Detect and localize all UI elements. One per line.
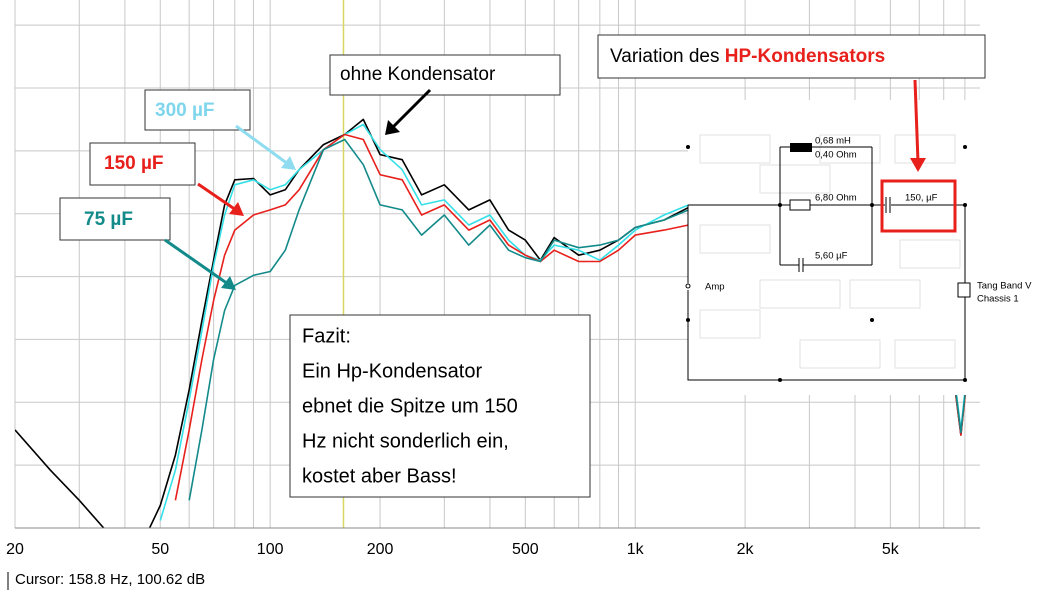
- x-tick-label: 100: [257, 541, 284, 558]
- inductor-label: 0,40 Ohm: [815, 150, 857, 161]
- resistor-label: 6,80 Ohm: [815, 193, 857, 204]
- arrow: [197, 182, 237, 212]
- series-label: 150 µF: [104, 153, 164, 174]
- x-ticks: 20 50 100 200 500 1k 2k 5k: [6, 541, 900, 558]
- arrow: [235, 124, 289, 166]
- speaker: [957, 282, 971, 298]
- cursor-readout: Cursor: 158.8 Hz, 100.62 dB: [15, 571, 205, 588]
- label-box: [59, 197, 171, 241]
- x-tick-label: 50: [151, 541, 169, 558]
- fazit-line: Ein Hp-Kondensator: [302, 360, 482, 382]
- nodes: [686, 145, 967, 382]
- arrow-head: [221, 276, 236, 290]
- x-tick-label: 2k: [737, 541, 755, 558]
- fazit-line: ebnet die Spitze um 150: [302, 395, 518, 417]
- title-box: [597, 34, 986, 79]
- chart-title: Variation des HP-Kondensators: [610, 46, 885, 67]
- series-label: ohne Kondensator: [340, 64, 496, 85]
- fazit-line: Fazit:: [302, 325, 351, 347]
- x-tick-label: 20: [6, 541, 24, 558]
- resistor: [789, 199, 811, 211]
- x-tick-label: 5k: [882, 541, 900, 558]
- arrow-head: [385, 120, 400, 135]
- series-label: 75 µF: [84, 209, 133, 230]
- highlight-box: [880, 179, 957, 233]
- speaker-label: Chassis 1: [977, 294, 1019, 305]
- fazit-line: Hz nicht sonderlich ein,: [302, 430, 509, 452]
- label-box: [89, 142, 196, 186]
- brick-pattern: [699, 134, 961, 369]
- fazit-box: [289, 314, 591, 498]
- capacitor-label: 5,60 µF: [815, 251, 848, 262]
- arrow: [913, 79, 920, 163]
- title-part: HP-Kondensators: [725, 46, 885, 67]
- x-tick-label: 200: [367, 541, 394, 558]
- label-box: [144, 89, 251, 131]
- capacitor: [798, 258, 804, 272]
- title-part: Variation des: [610, 46, 725, 67]
- inductor-label: 0,68 mH: [815, 136, 851, 147]
- series-label: 300 µF: [155, 100, 215, 121]
- source-label: Amp: [705, 282, 725, 293]
- hp-capacitor-symbol: [885, 197, 891, 213]
- label-box: [329, 54, 561, 96]
- fazit: Fazit: Ein Hp-Kondensator ebnet die Spitze…: [302, 325, 518, 487]
- x-tick-label: 1k: [627, 541, 645, 558]
- speaker-label: Tang Band V: [977, 281, 1032, 292]
- arrow-head: [229, 202, 244, 216]
- circuit-bg: [688, 100, 980, 395]
- arrow: [164, 238, 229, 286]
- fazit-line: kostet aber Bass!: [302, 465, 457, 487]
- arrow: [390, 88, 432, 130]
- arrow-head: [281, 156, 296, 170]
- inductor: [790, 143, 812, 152]
- arrow-head: [910, 158, 926, 172]
- x-tick-label: 500: [512, 541, 539, 558]
- circuit: 0,68 mH 0,40 Ohm 6,80 Ohm 150, µF 5,60 µ…: [685, 100, 1032, 395]
- terminal: [685, 283, 691, 289]
- hp-capacitor-label: 150, µF: [905, 193, 938, 204]
